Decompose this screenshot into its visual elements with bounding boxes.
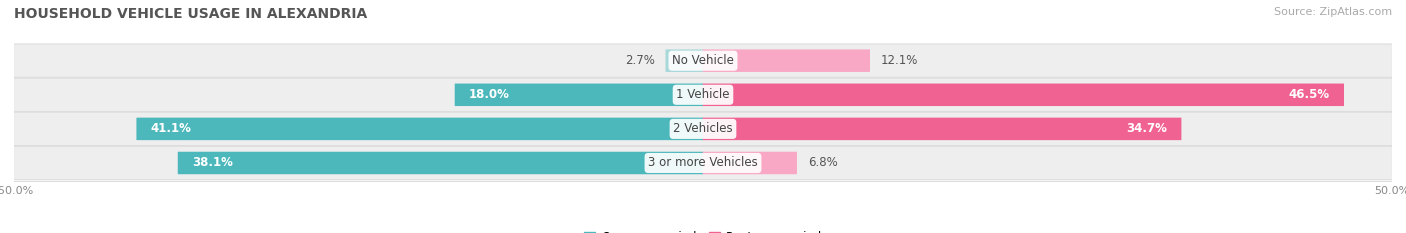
Text: 38.1%: 38.1%	[191, 157, 232, 169]
FancyBboxPatch shape	[177, 152, 703, 174]
FancyBboxPatch shape	[14, 146, 1392, 180]
Text: 6.8%: 6.8%	[807, 157, 838, 169]
Legend: Owner-occupied, Renter-occupied: Owner-occupied, Renter-occupied	[579, 226, 827, 233]
FancyBboxPatch shape	[136, 118, 703, 140]
Text: 46.5%: 46.5%	[1289, 88, 1330, 101]
FancyBboxPatch shape	[14, 44, 1392, 77]
Text: 2 Vehicles: 2 Vehicles	[673, 122, 733, 135]
FancyBboxPatch shape	[454, 84, 703, 106]
FancyBboxPatch shape	[14, 78, 1392, 112]
FancyBboxPatch shape	[703, 152, 797, 174]
FancyBboxPatch shape	[703, 49, 870, 72]
FancyBboxPatch shape	[665, 49, 703, 72]
Text: HOUSEHOLD VEHICLE USAGE IN ALEXANDRIA: HOUSEHOLD VEHICLE USAGE IN ALEXANDRIA	[14, 7, 367, 21]
Text: 34.7%: 34.7%	[1126, 122, 1167, 135]
Text: No Vehicle: No Vehicle	[672, 54, 734, 67]
FancyBboxPatch shape	[703, 118, 1181, 140]
FancyBboxPatch shape	[703, 84, 1344, 106]
Text: 1 Vehicle: 1 Vehicle	[676, 88, 730, 101]
Text: 12.1%: 12.1%	[880, 54, 918, 67]
Text: Source: ZipAtlas.com: Source: ZipAtlas.com	[1274, 7, 1392, 17]
FancyBboxPatch shape	[14, 112, 1392, 146]
Text: 41.1%: 41.1%	[150, 122, 191, 135]
Text: 2.7%: 2.7%	[624, 54, 655, 67]
Text: 3 or more Vehicles: 3 or more Vehicles	[648, 157, 758, 169]
Text: 18.0%: 18.0%	[468, 88, 509, 101]
